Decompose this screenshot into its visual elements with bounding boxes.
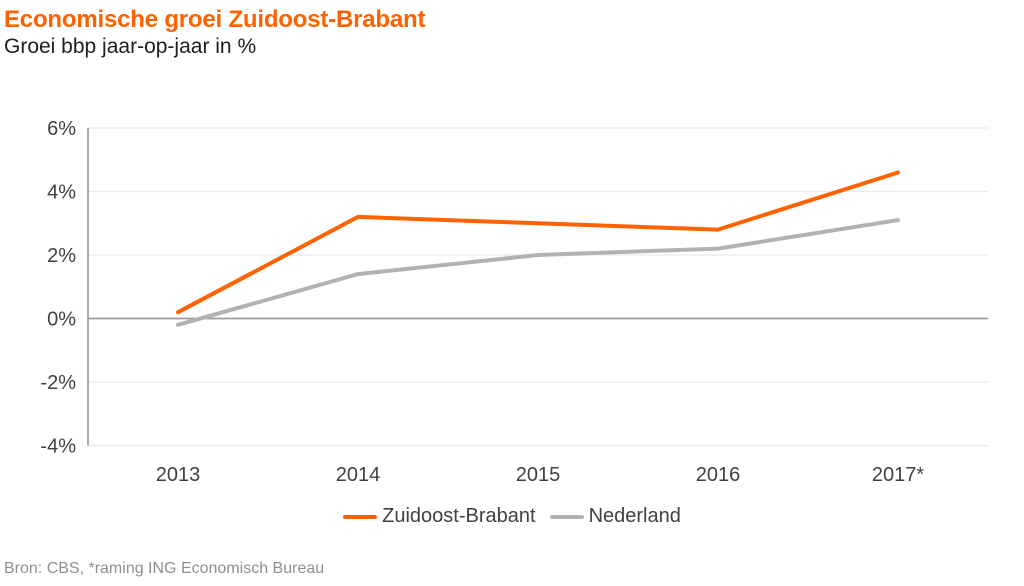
x-tick-label: 2014 bbox=[336, 464, 381, 486]
x-tick-label: 2013 bbox=[156, 464, 201, 486]
legend-label-nederland: Nederland bbox=[588, 505, 681, 527]
source-note: Bron: CBS, *raming ING Economisch Bureau bbox=[4, 560, 325, 577]
chart-legend: Zuidoost-Brabant Nederland bbox=[0, 505, 1024, 528]
x-tick-label: 2017* bbox=[872, 464, 924, 486]
chart-title: Economische groei Zuidoost-Brabant bbox=[4, 6, 426, 33]
y-tick-label: 0% bbox=[47, 309, 76, 331]
x-tick-label: 2016 bbox=[696, 464, 741, 486]
series-line-nederland bbox=[176, 218, 900, 327]
series-line-zuidoost-brabant bbox=[176, 170, 900, 315]
line-chart-canvas: 6% 4% 2% 0% -2% -4% 2013 2014 2015 2016 2017* bbox=[40, 118, 988, 486]
legend-item-zuidoost-brabant: Zuidoost-Brabant bbox=[343, 505, 536, 528]
legend-item-nederland: Nederland bbox=[549, 505, 681, 528]
legend-swatch-gray-line bbox=[549, 514, 584, 519]
chart-subtitle: Groei bbp jaar-op-jaar in % bbox=[4, 35, 257, 58]
y-tick-label: -4% bbox=[40, 436, 76, 458]
y-tick-label: -2% bbox=[40, 372, 76, 394]
chart-header: Economische groei Zuidoost-Brabant Groei… bbox=[4, 5, 425, 60]
x-tick-label: 2015 bbox=[516, 464, 561, 486]
y-tick-label: 6% bbox=[47, 118, 76, 140]
legend-label-zuidoost-brabant: Zuidoost-Brabant bbox=[382, 505, 536, 527]
y-tick-label: 2% bbox=[47, 245, 76, 267]
legend-swatch-orange-line bbox=[343, 514, 378, 519]
y-tick-label: 4% bbox=[47, 182, 76, 204]
